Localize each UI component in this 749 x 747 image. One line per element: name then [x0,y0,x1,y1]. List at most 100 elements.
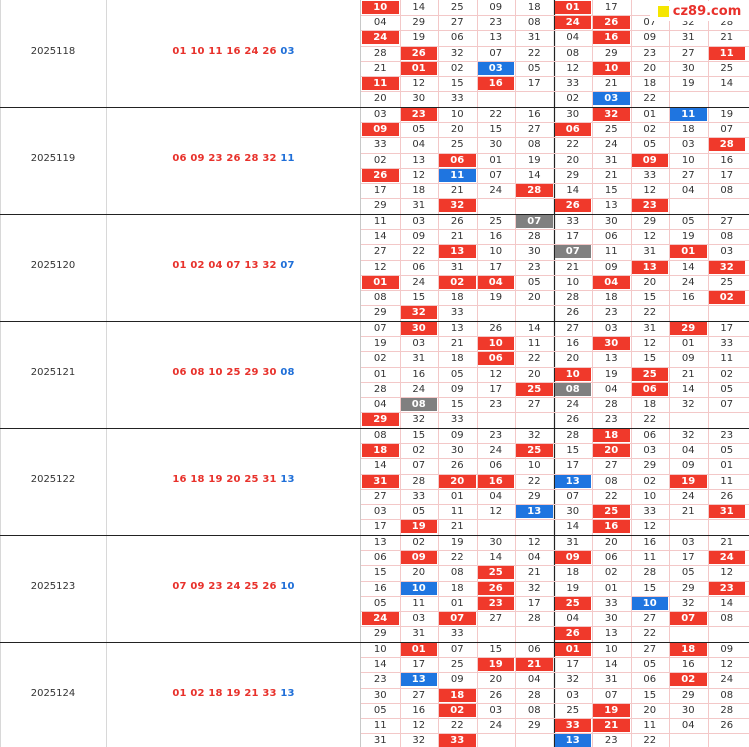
number-cell: 17 [373,521,387,533]
number-cell: 33 [566,78,580,89]
blue-ball-number: 03 [280,46,295,57]
number-cell: 07 [643,17,657,29]
gray-highlight-cell: 07 [554,245,591,259]
red-highlight-cell: 18 [362,444,399,458]
watermark-logo: cz89.com [650,1,749,21]
number-cell: 05 [643,659,657,671]
number-cell [709,413,746,426]
number-cell: 27 [373,246,387,258]
number-cell: 20 [412,567,426,579]
number-cell: 25 [489,216,503,227]
blue-ball-number: 07 [280,260,295,271]
issue-number: 2025121 [30,367,76,378]
red-highlight-cell: 10 [593,61,630,75]
number-cell: 13 [412,154,426,166]
number-cell: 12 [643,185,657,196]
number-cell: 17 [604,2,618,13]
red-ball-numbers: 01 10 11 16 24 26 [172,46,277,57]
number-cell: 23 [527,261,541,273]
number-cell: 27 [527,399,541,410]
number-cell: 27 [373,490,387,502]
number-cell: 10 [643,490,657,502]
number-cell: 14 [720,78,734,89]
number-cell: 09 [450,430,464,441]
number-cell [478,306,515,319]
red-highlight-cell: 26 [554,627,591,641]
number-cell: 02 [643,124,657,136]
number-cell: 21 [604,78,618,89]
red-highlight-cell: 25 [593,505,630,518]
number-cell: 06 [412,261,426,273]
number-cell: 19 [604,368,618,380]
number-cell: 14 [489,552,503,564]
number-cell: 04 [373,399,387,410]
number-cell: 29 [527,490,541,502]
number-cell [478,627,515,640]
number-cell: 20 [643,704,657,716]
number-cell: 15 [450,399,464,410]
number-cell: 28 [527,689,541,701]
number-cell: 19 [373,338,387,350]
number-cell: 17 [412,659,426,671]
red-highlight-cell: 07 [670,612,707,625]
issue-number: 2025123 [30,581,76,592]
number-cell: 03 [412,338,426,350]
red-highlight-cell: 04 [477,275,514,289]
red-highlight-cell: 18 [670,643,707,656]
red-highlight-cell: 24 [362,612,399,625]
number-cell: 14 [566,185,580,196]
number-cell: 29 [412,17,426,29]
number-cell: 33 [566,216,580,227]
number-cell: 24 [489,445,503,457]
number-cell: 11 [720,475,734,487]
winning-numbers: 01 02 04 07 13 32 07 [107,260,360,271]
number-cell: 24 [604,139,618,151]
number-cell: 21 [681,368,695,380]
number-cell [670,520,707,533]
number-cell: 29 [373,628,387,640]
number-cell: 09 [489,2,503,13]
number-cell: 09 [720,644,734,655]
number-cell: 05 [681,216,695,227]
number-cell: 11 [720,353,734,365]
number-cell: 11 [450,506,464,517]
number-cell: 01 [643,109,657,120]
number-cell: 07 [720,399,734,410]
red-highlight-cell: 28 [708,138,745,152]
number-cell [516,520,553,533]
number-cell [670,627,707,640]
blue-ball-number: 10 [280,581,295,592]
number-cell: 22 [643,93,657,105]
number-cell: 02 [373,154,387,166]
number-cell: 23 [604,307,618,319]
number-cell: 28 [720,704,734,716]
blue-ball-number: 11 [280,153,295,164]
number-cell [516,734,553,747]
number-cell: 19 [489,292,503,303]
winning-numbers: 06 08 10 25 29 30 08 [107,367,360,378]
number-cell: 32 [412,414,426,426]
red-highlight-cell: 13 [631,260,668,274]
red-highlight-cell: 01 [670,245,707,259]
number-cell: 25 [450,659,464,671]
number-cell: 12 [566,62,580,74]
number-cell [516,199,553,212]
number-cell: 10 [527,460,541,472]
number-cell: 30 [681,704,695,716]
number-cell: 12 [373,261,387,273]
number-cell: 24 [412,276,426,288]
number-cell: 30 [450,445,464,457]
number-cell [478,413,515,426]
number-cell: 14 [527,323,541,334]
number-cell: 04 [566,32,580,44]
number-cell: 25 [450,2,464,13]
gray-highlight-cell: 08 [400,398,437,411]
red-ball-numbers: 01 02 04 07 13 32 [172,260,277,271]
red-highlight-cell: 02 [439,275,476,289]
number-cell: 11 [643,720,657,731]
number-cell: 32 [681,430,695,441]
blue-highlight-cell: 10 [400,581,437,595]
number-cell: 33 [412,490,426,502]
number-cell: 21 [450,231,464,243]
